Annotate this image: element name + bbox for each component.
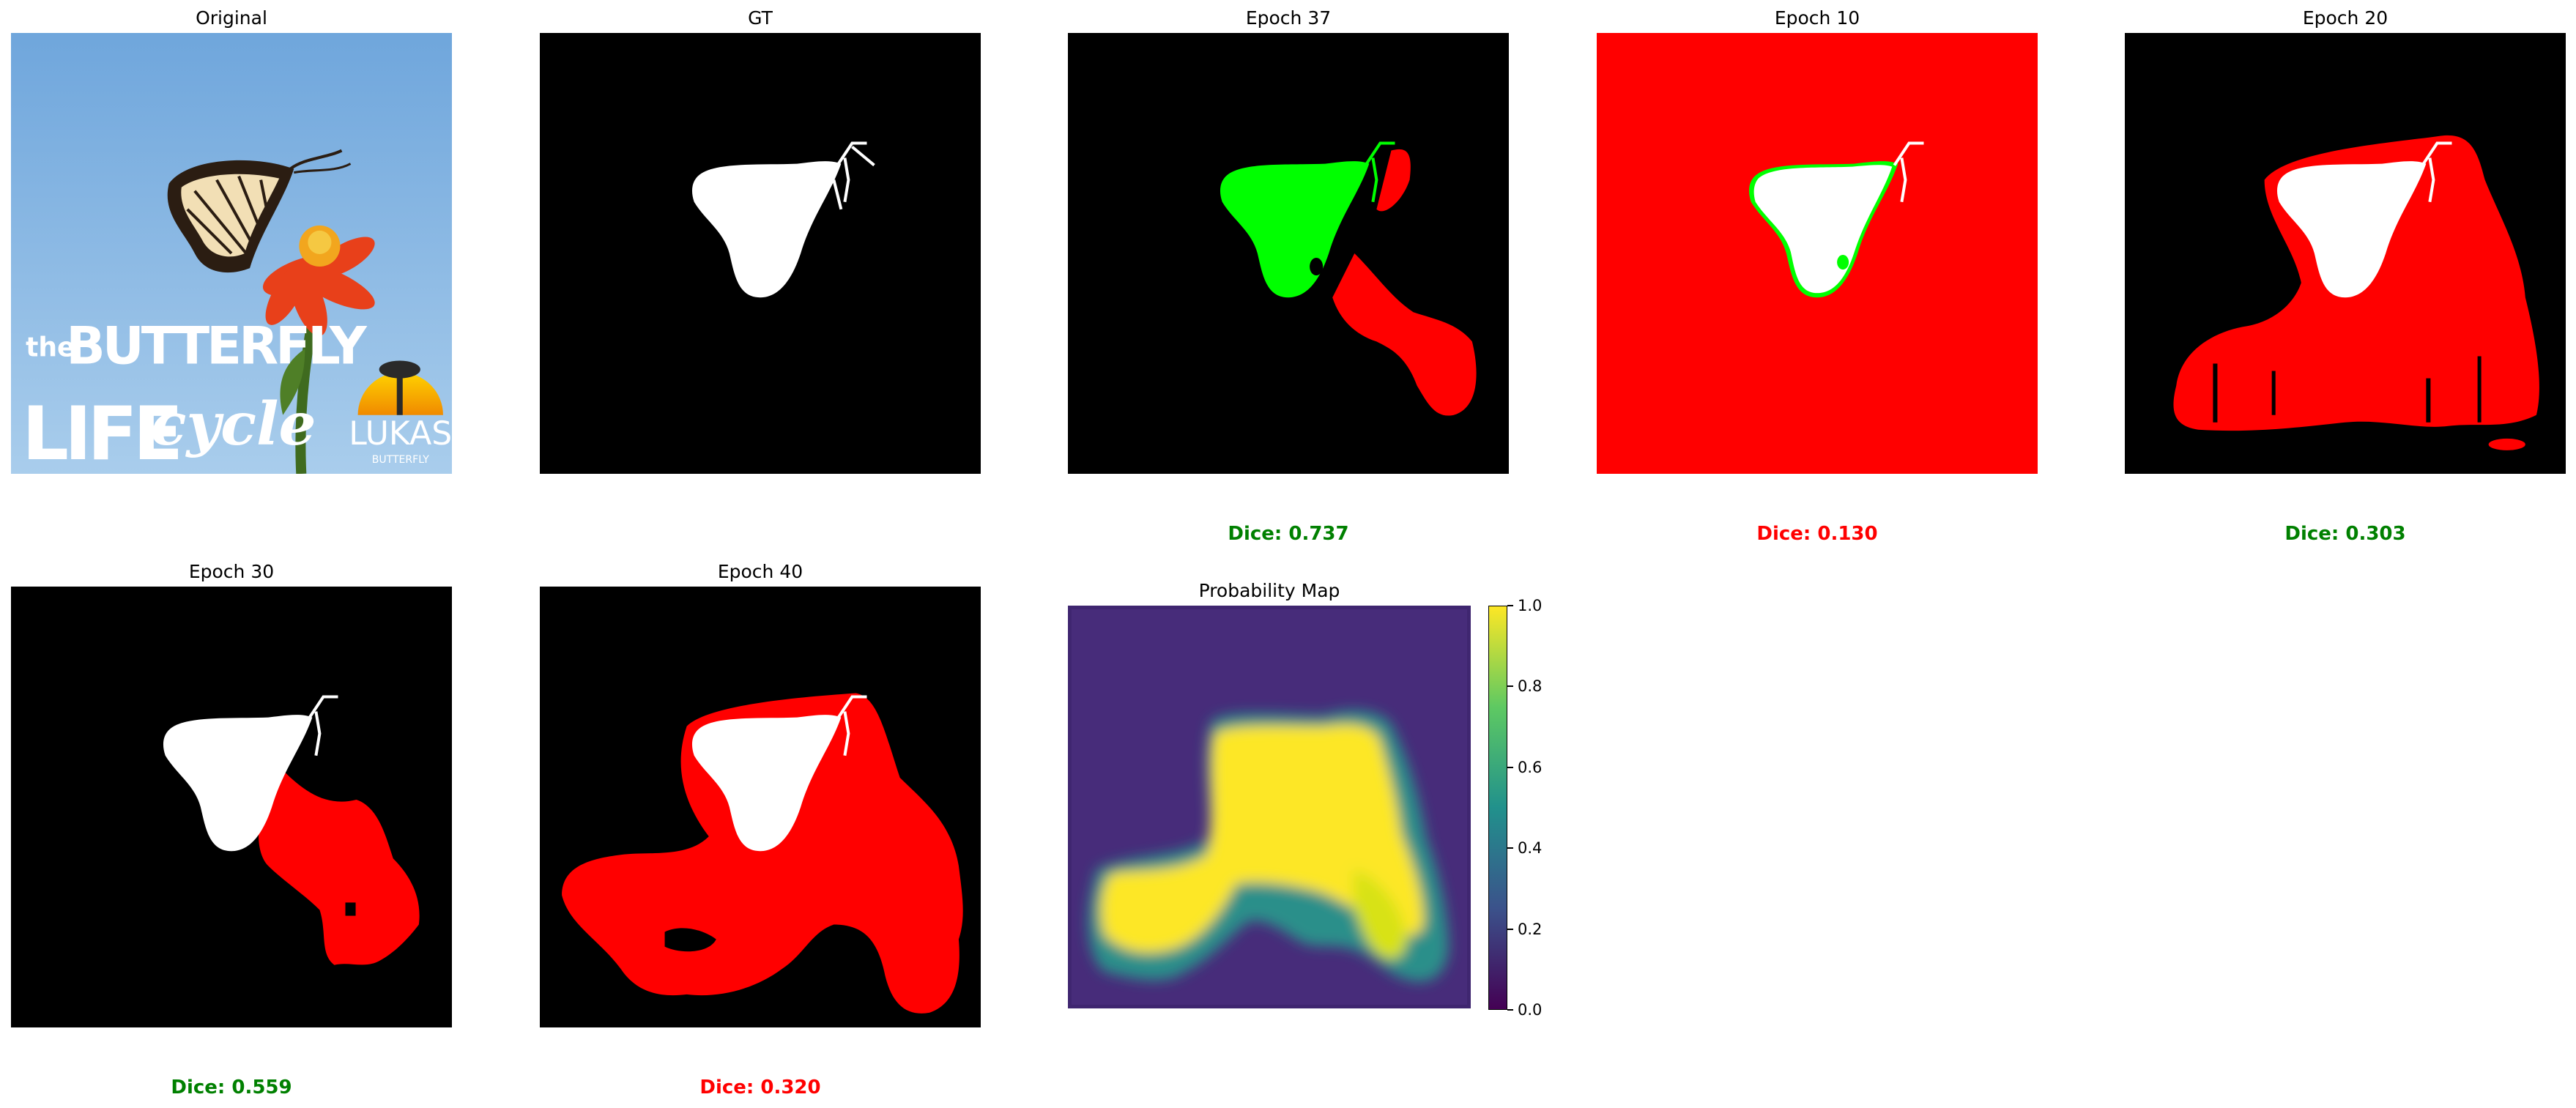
colorbar-tick-label: 0.2 — [1518, 920, 1543, 938]
colorbar-tick-mark — [1507, 847, 1513, 849]
epoch-30-overlay-panel — [11, 587, 452, 1027]
panel-title-epoch-30: Epoch 30 — [188, 561, 275, 582]
colorbar-tick-label: 0.0 — [1518, 1001, 1543, 1019]
logo-text: LUKAS — [349, 415, 452, 453]
panel-title-epoch-20: Epoch 20 — [2302, 7, 2388, 29]
epoch-37-overlay-panel — [1068, 33, 1509, 474]
dice-epoch-10: Dice: 0.130 — [1756, 523, 1878, 545]
panel-title-epoch-37: Epoch 37 — [1245, 7, 1332, 29]
dice-epoch-30: Dice: 0.559 — [171, 1077, 292, 1098]
colorbar-tick-label: 1.0 — [1518, 597, 1543, 614]
logo-subtext: BUTTERFLY — [372, 454, 429, 466]
gt-mask-panel — [540, 33, 981, 474]
photo-text-butterfly: BUTTERFLY — [66, 316, 368, 376]
dice-epoch-40: Dice: 0.320 — [699, 1077, 821, 1098]
epoch-10-overlay-panel — [1597, 33, 2038, 474]
colorbar-tick-mark — [1507, 928, 1513, 930]
panel-title-gt: GT — [748, 7, 773, 29]
epoch-20-overlay-panel — [2125, 33, 2566, 474]
panel-title-epoch-40: Epoch 40 — [717, 561, 803, 582]
photo-text-the: the — [26, 331, 75, 362]
photo-text-cycle: cycle — [151, 390, 316, 458]
dice-epoch-37: Dice: 0.737 — [1228, 523, 1349, 545]
colorbar-tick-label: 0.8 — [1518, 677, 1543, 696]
panel-title-epoch-10: Epoch 10 — [1774, 7, 1860, 29]
panel-title-original: Original — [196, 7, 267, 29]
panel-title-probability-map: Probability Map — [1198, 580, 1340, 601]
colorbar-tick-mark — [1507, 605, 1513, 606]
colorbar-tick-label: 0.6 — [1518, 758, 1543, 776]
epoch-40-overlay-panel — [540, 587, 981, 1027]
colorbar — [1488, 606, 1507, 1010]
dice-epoch-20: Dice: 0.303 — [2284, 523, 2406, 545]
photo-text-life: LIFE — [22, 391, 179, 474]
probability-map-heatmap — [1068, 606, 1471, 1008]
colorbar-tick-mark — [1507, 1009, 1513, 1011]
colorbar-tick-mark — [1507, 685, 1513, 688]
colorbar-tick-mark — [1507, 766, 1513, 768]
original-image-panel: the BUTTERFLY LIFE cycle LUKAS BUTTERFLY — [11, 33, 452, 474]
colorbar-tick-label: 0.4 — [1518, 839, 1543, 858]
